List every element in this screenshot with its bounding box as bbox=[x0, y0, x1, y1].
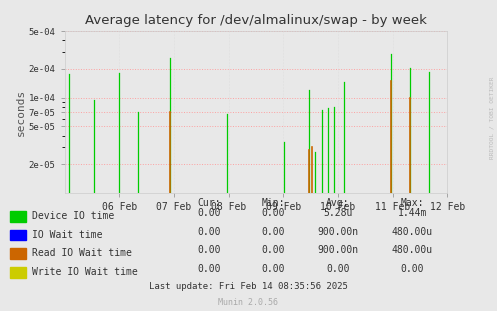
Text: 0.00: 0.00 bbox=[261, 245, 285, 255]
Text: 0.00: 0.00 bbox=[197, 264, 221, 274]
Text: 1.44m: 1.44m bbox=[398, 208, 427, 218]
Text: Cur:: Cur: bbox=[197, 198, 221, 208]
Text: 900.00n: 900.00n bbox=[318, 245, 358, 255]
Text: Device IO time: Device IO time bbox=[32, 211, 114, 221]
Text: 0.00: 0.00 bbox=[261, 208, 285, 218]
Y-axis label: seconds: seconds bbox=[16, 88, 26, 136]
Text: 480.00u: 480.00u bbox=[392, 245, 433, 255]
Text: 900.00n: 900.00n bbox=[318, 227, 358, 237]
Text: 0.00: 0.00 bbox=[197, 227, 221, 237]
Text: Min:: Min: bbox=[261, 198, 285, 208]
Text: IO Wait time: IO Wait time bbox=[32, 230, 103, 240]
Text: RRDTOOL / TOBI OETIKER: RRDTOOL / TOBI OETIKER bbox=[490, 77, 495, 160]
Text: Max:: Max: bbox=[401, 198, 424, 208]
Text: 0.00: 0.00 bbox=[261, 227, 285, 237]
Text: 0.00: 0.00 bbox=[261, 264, 285, 274]
Text: 0.00: 0.00 bbox=[197, 245, 221, 255]
Text: 0.00: 0.00 bbox=[326, 264, 350, 274]
Text: 480.00u: 480.00u bbox=[392, 227, 433, 237]
Text: Avg:: Avg: bbox=[326, 198, 350, 208]
Text: Read IO Wait time: Read IO Wait time bbox=[32, 248, 132, 258]
Text: 0.00: 0.00 bbox=[401, 264, 424, 274]
Text: 5.28u: 5.28u bbox=[323, 208, 353, 218]
Title: Average latency for /dev/almalinux/swap - by week: Average latency for /dev/almalinux/swap … bbox=[85, 14, 427, 27]
Text: Munin 2.0.56: Munin 2.0.56 bbox=[219, 298, 278, 307]
Text: 0.00: 0.00 bbox=[197, 208, 221, 218]
Text: Last update: Fri Feb 14 08:35:56 2025: Last update: Fri Feb 14 08:35:56 2025 bbox=[149, 281, 348, 290]
Text: Write IO Wait time: Write IO Wait time bbox=[32, 267, 138, 277]
